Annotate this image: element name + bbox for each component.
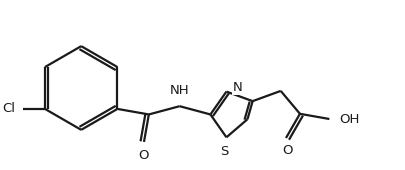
- Text: Cl: Cl: [2, 102, 15, 115]
- Text: N: N: [232, 81, 242, 94]
- Text: OH: OH: [339, 113, 360, 125]
- Text: O: O: [283, 144, 293, 157]
- Text: O: O: [139, 149, 149, 162]
- Text: NH: NH: [170, 84, 190, 97]
- Text: S: S: [220, 145, 229, 158]
